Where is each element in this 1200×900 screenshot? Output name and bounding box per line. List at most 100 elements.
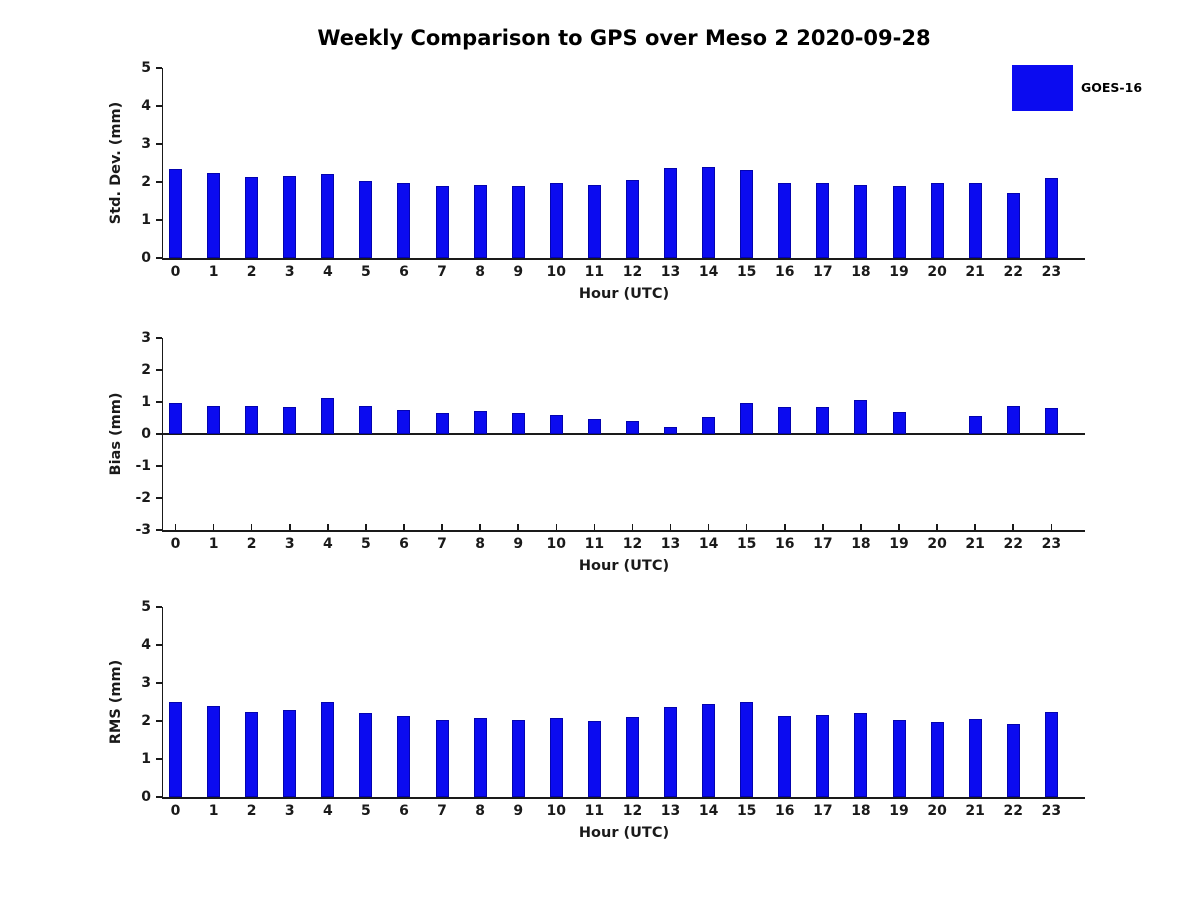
bar-hour-13 xyxy=(664,167,678,258)
bar-hour-2 xyxy=(245,406,259,434)
x-tick-label: 23 xyxy=(1041,803,1062,819)
x-tick-label: 7 xyxy=(437,536,447,552)
x-tick-label: 23 xyxy=(1041,536,1062,552)
bar-hour-20 xyxy=(930,722,944,797)
bar-hour-3 xyxy=(283,407,297,434)
x-tick-label: 22 xyxy=(1003,536,1023,552)
x-tick-label: 17 xyxy=(813,803,833,819)
bar-hour-4 xyxy=(321,397,335,434)
bar-hour-11 xyxy=(587,721,601,797)
y-tick-mark xyxy=(156,497,162,499)
x-tick-label: 17 xyxy=(813,264,833,280)
x-axis-spine xyxy=(161,258,1085,260)
bar-hour-23 xyxy=(1044,407,1058,434)
y-tick-label: 0 xyxy=(141,250,151,266)
y-tick-mark xyxy=(156,465,162,467)
bar-hour-1 xyxy=(207,406,221,434)
y-tick-mark xyxy=(156,401,162,403)
y-tick-mark xyxy=(156,67,162,69)
bar-hour-21 xyxy=(968,719,982,797)
x-tick-mark xyxy=(1012,524,1015,530)
bar-hour-12 xyxy=(625,717,639,797)
zero-line xyxy=(163,433,1085,435)
bar-hour-15 xyxy=(740,701,754,797)
x-tick-label: 0 xyxy=(170,536,181,552)
x-tick-mark xyxy=(860,524,862,530)
x-tick-label: 2 xyxy=(246,536,257,552)
x-tick-label: 8 xyxy=(475,264,485,280)
x-tick-label: 2 xyxy=(246,803,257,819)
bar-hour-0 xyxy=(169,168,182,258)
bar-hour-5 xyxy=(359,181,373,258)
y-tick-mark xyxy=(156,219,162,221)
x-tick-label: 19 xyxy=(889,536,909,552)
x-tick-label: 15 xyxy=(736,803,757,819)
x-tick-label: 14 xyxy=(698,536,719,552)
chart-bias: -3 -2 -1 0 1 2 3 0 1 2 3 4 5 6 7 8 9 10 11 12 13 14 15 16 17 18 19… xyxy=(108,330,1085,574)
bar-hour-10 xyxy=(549,717,563,797)
bar-hour-6 xyxy=(397,182,411,258)
bar-hour-9 xyxy=(511,185,525,258)
x-tick-label: 9 xyxy=(513,264,524,280)
x-tick-label: 11 xyxy=(584,803,605,819)
x-tick-mark xyxy=(327,524,329,530)
x-tick-label: 20 xyxy=(927,264,947,280)
y-tick-label: -2 xyxy=(135,490,151,506)
bar-hour-14 xyxy=(702,703,716,797)
x-tick-label: 10 xyxy=(546,264,567,280)
bar-hour-9 xyxy=(511,720,525,797)
bar-hour-22 xyxy=(1006,724,1020,797)
x-tick-label: 7 xyxy=(437,803,447,819)
ylabel-std-dev: Std. Dev. (mm) xyxy=(108,101,124,225)
y-tick-mark xyxy=(156,529,162,531)
bar-hour-19 xyxy=(892,185,906,258)
bar-hour-5 xyxy=(359,405,373,434)
bar-hour-11 xyxy=(587,418,601,434)
x-tick-label: 10 xyxy=(546,803,567,819)
y-tick-mark xyxy=(156,369,162,371)
x-tick-label: 14 xyxy=(698,803,719,819)
x-tick-label: 12 xyxy=(622,536,643,552)
bar-hour-19 xyxy=(892,720,906,797)
x-tick-mark xyxy=(288,524,291,530)
y-tick-label: 1 xyxy=(141,394,151,410)
y-axis-spine xyxy=(161,338,163,532)
x-tick-mark xyxy=(783,524,786,530)
x-tick-mark xyxy=(1050,524,1053,530)
x-tick-label: 21 xyxy=(965,536,985,552)
x-tick-mark xyxy=(441,524,443,530)
x-tick-mark xyxy=(403,524,405,530)
y-tick-label: 3 xyxy=(141,136,151,152)
x-tick-mark xyxy=(898,524,900,530)
y-tick-label: 4 xyxy=(141,637,151,653)
y-tick-mark xyxy=(156,682,162,684)
bar-hour-12 xyxy=(625,420,639,434)
x-tick-label: 12 xyxy=(622,264,643,280)
legend-label-goes16: GOES-16 xyxy=(1081,80,1143,95)
y-tick-label: -1 xyxy=(135,458,151,474)
bar-hour-4 xyxy=(321,173,335,258)
chart-rms: 0 1 2 3 4 5 0 1 2 3 4 5 6 7 8 9 10 11 12 13 14 15 16 17 18 19 20 21… xyxy=(108,599,1085,841)
x-tick-label: 3 xyxy=(284,264,295,280)
x-tick-label: 19 xyxy=(889,264,909,280)
x-tick-label: 5 xyxy=(361,803,371,819)
x-tick-label: 3 xyxy=(284,536,295,552)
x-axis-spine xyxy=(161,530,1085,532)
y-tick-label: 5 xyxy=(141,60,151,76)
x-tick-mark xyxy=(517,524,519,530)
bar-hour-16 xyxy=(778,406,792,434)
bar-hour-17 xyxy=(816,182,830,258)
y-tick-mark xyxy=(156,105,162,107)
bar-hour-14 xyxy=(702,417,716,434)
bar-hour-11 xyxy=(587,184,601,258)
x-tick-mark xyxy=(593,524,596,530)
bar-hour-1 xyxy=(207,705,221,797)
bar-hour-17 xyxy=(816,715,830,797)
y-tick-mark xyxy=(156,181,162,183)
x-tick-label: 18 xyxy=(851,536,871,552)
x-axis-spine xyxy=(161,797,1085,799)
y-tick-mark xyxy=(156,143,162,145)
x-tick-label: 22 xyxy=(1003,803,1023,819)
y-tick-label: 2 xyxy=(141,174,151,190)
